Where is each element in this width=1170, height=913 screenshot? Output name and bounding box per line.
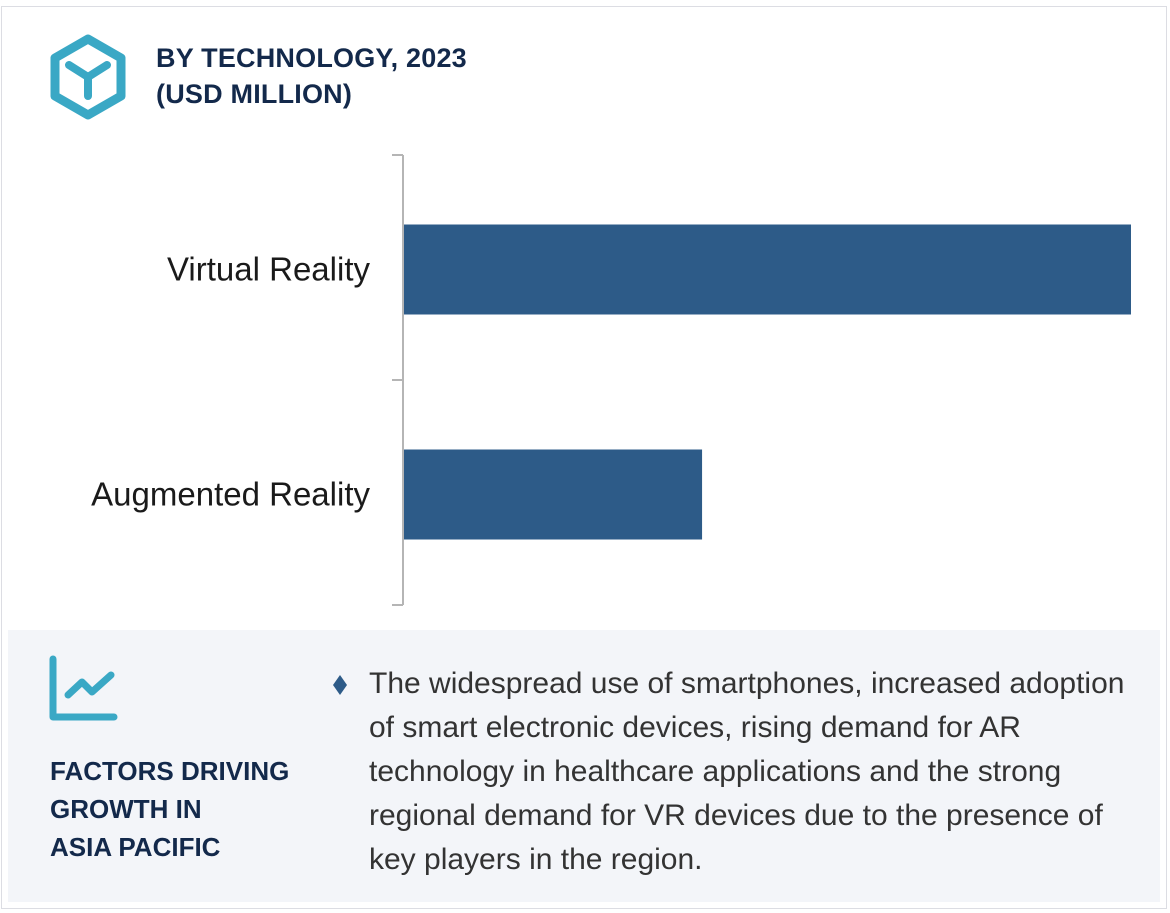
panel-title-line: FACTORS DRIVING bbox=[50, 756, 290, 786]
chart-title-line2: (USD MILLION) bbox=[156, 79, 353, 109]
trend-chart-icon bbox=[49, 655, 118, 721]
category-label: Augmented Reality bbox=[91, 476, 370, 513]
panel-title-line: GROWTH IN bbox=[50, 794, 202, 824]
diamond-bullet-icon bbox=[333, 675, 347, 695]
category-label: Virtual Reality bbox=[167, 251, 370, 288]
bar-augmented-reality bbox=[404, 449, 703, 540]
bar-chart: Virtual Reality Augmented Reality bbox=[91, 154, 1131, 606]
chart-title-line1: BY TECHNOLOGY, 2023 bbox=[156, 43, 467, 73]
growth-factors-panel bbox=[8, 630, 1160, 902]
bar-virtual-reality bbox=[404, 224, 1131, 315]
growth-factors-text: The widespread use of smartphones, incre… bbox=[369, 667, 1125, 876]
panel-title: FACTORS DRIVING GROWTH IN ASIA PACIFIC bbox=[50, 752, 320, 866]
panel-title-line: ASIA PACIFIC bbox=[50, 832, 221, 862]
chart-title: BY TECHNOLOGY, 2023 (USD MILLION) bbox=[156, 40, 467, 112]
cube-icon bbox=[50, 34, 126, 120]
